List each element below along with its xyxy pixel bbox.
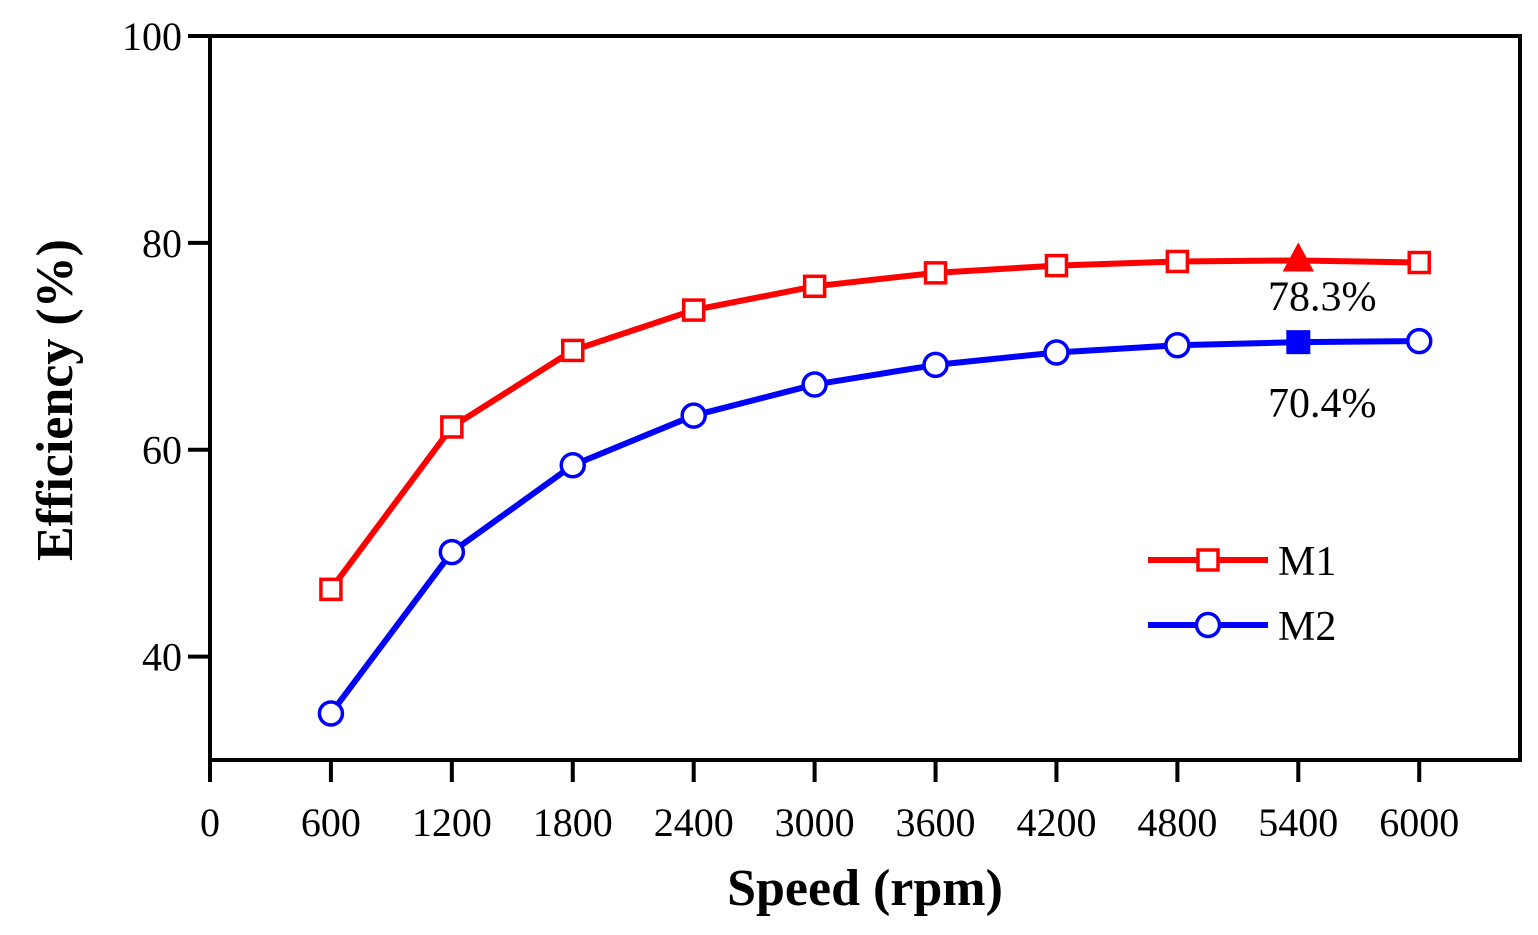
x-tick-label: 5400 bbox=[1258, 800, 1338, 845]
data-point-m1 bbox=[561, 338, 585, 363]
data-point-m2 bbox=[1164, 332, 1191, 359]
data-point-m2 bbox=[1405, 327, 1433, 355]
y-tick-label: 80 bbox=[142, 221, 182, 266]
y-axis: 40 60 80 100 bbox=[122, 14, 210, 680]
series-m2 bbox=[317, 327, 1433, 727]
x-axis: 0 600 1200 1800 2400 3000 3600 4200 4800 5400 6000 bbox=[200, 760, 1459, 845]
data-point-m2 bbox=[1043, 339, 1070, 366]
legend-label-m2: M2 bbox=[1278, 604, 1336, 650]
x-axis-title: Speed (rpm) bbox=[727, 860, 1003, 917]
data-point-m2 bbox=[1286, 330, 1311, 355]
series-line-m1 bbox=[328, 257, 1420, 592]
data-point-m1 bbox=[319, 577, 343, 602]
data-point-m2 bbox=[801, 371, 828, 398]
data-point-m1 bbox=[802, 274, 827, 299]
x-tick-label: 3600 bbox=[896, 800, 976, 845]
x-tick-label: 0 bbox=[200, 800, 220, 845]
annotation-label: 70.4% bbox=[1268, 381, 1377, 427]
data-point-m1 bbox=[1165, 249, 1190, 274]
x-tick-label: 1200 bbox=[412, 800, 492, 845]
x-tick-label: 4200 bbox=[1016, 800, 1096, 845]
data-point-m2 bbox=[922, 351, 949, 379]
series-line-m2 bbox=[328, 338, 1420, 716]
x-tick-label: 2400 bbox=[654, 800, 734, 845]
x-tick-label: 6000 bbox=[1379, 800, 1459, 845]
x-tick-label: 1800 bbox=[533, 800, 613, 845]
annotation-layer: 78.3% 70.4% bbox=[1268, 274, 1377, 427]
data-point-m2 bbox=[317, 700, 345, 727]
plot-frame bbox=[208, 34, 1522, 762]
annotation-label: 78.3% bbox=[1268, 274, 1377, 320]
data-point-m2 bbox=[680, 402, 707, 429]
data-point-m1 bbox=[923, 261, 948, 285]
data-point-m2 bbox=[438, 538, 466, 566]
data-point-m1 bbox=[440, 415, 464, 439]
y-tick-label: 100 bbox=[122, 14, 182, 59]
data-point-m1 bbox=[1407, 250, 1431, 275]
x-tick-label: 3000 bbox=[775, 800, 855, 845]
legend-marker-m1 bbox=[1196, 548, 1220, 572]
data-point-m1 bbox=[681, 298, 706, 322]
y-tick-label: 60 bbox=[142, 428, 182, 473]
legend-label-m1: M1 bbox=[1278, 539, 1336, 585]
legend-marker-m2 bbox=[1194, 611, 1222, 639]
y-axis-title: Efficiency (%) bbox=[27, 239, 84, 561]
data-point-m1 bbox=[1282, 242, 1314, 272]
x-tick-label: 600 bbox=[301, 800, 361, 845]
data-point-m1 bbox=[1044, 253, 1069, 278]
series-m1 bbox=[319, 242, 1431, 602]
data-point-m2 bbox=[559, 451, 587, 479]
series-layer bbox=[317, 242, 1433, 727]
x-tick-label: 4800 bbox=[1137, 800, 1217, 845]
y-tick-label: 40 bbox=[142, 635, 182, 680]
